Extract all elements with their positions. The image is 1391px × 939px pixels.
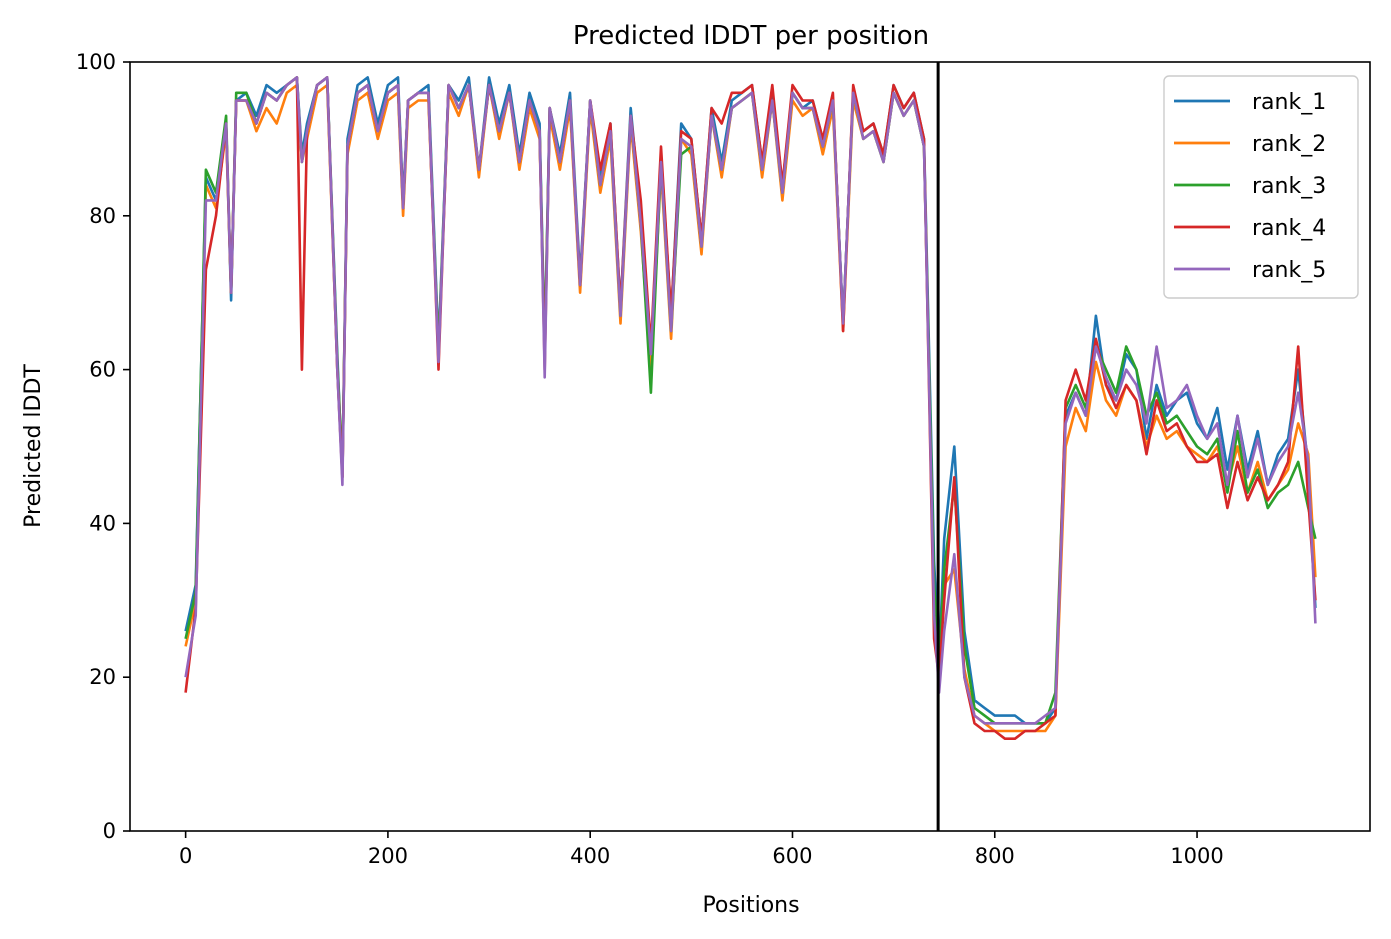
chart-title: Predicted lDDT per position: [573, 21, 929, 51]
legend-label-rank_5: rank_5: [1252, 258, 1326, 283]
legend-label-rank_2: rank_2: [1252, 132, 1326, 157]
legend-box: [1163, 75, 1359, 299]
x-tick-label: 800: [975, 844, 1015, 868]
series-line-rank_5: [184, 76, 1317, 725]
plot-frame: [129, 61, 1371, 832]
x-tick-label: 200: [368, 844, 408, 868]
axes-layer: 0 200 400 600 800 1000 0 20 40 60 80 100: [76, 50, 1371, 868]
y-axis-title: Predicted lDDT: [21, 364, 46, 528]
y-tick-label: 80: [89, 204, 116, 228]
y-tick-label: 20: [89, 665, 116, 689]
series-layer: [184, 62, 1317, 831]
y-tick-label: 0: [103, 819, 116, 843]
x-axis-title: Positions: [702, 893, 799, 918]
legend: rank_1 rank_2 rank_3 rank_4 rank_5: [1163, 75, 1359, 299]
x-tick-label: 0: [179, 844, 192, 868]
x-tick-label: 600: [772, 844, 812, 868]
y-tick-label: 60: [89, 358, 116, 382]
legend-label-rank_1: rank_1: [1252, 90, 1326, 115]
x-tick-label: 1000: [1170, 844, 1223, 868]
y-tick-label: 40: [89, 511, 116, 535]
series-line-rank_1: [184, 76, 1317, 725]
legend-label-rank_4: rank_4: [1252, 216, 1326, 241]
x-tick-label: 400: [570, 844, 610, 868]
legend-label-rank_3: rank_3: [1252, 174, 1326, 199]
series-group: [184, 62, 1317, 831]
y-tick-label: 100: [76, 50, 116, 74]
